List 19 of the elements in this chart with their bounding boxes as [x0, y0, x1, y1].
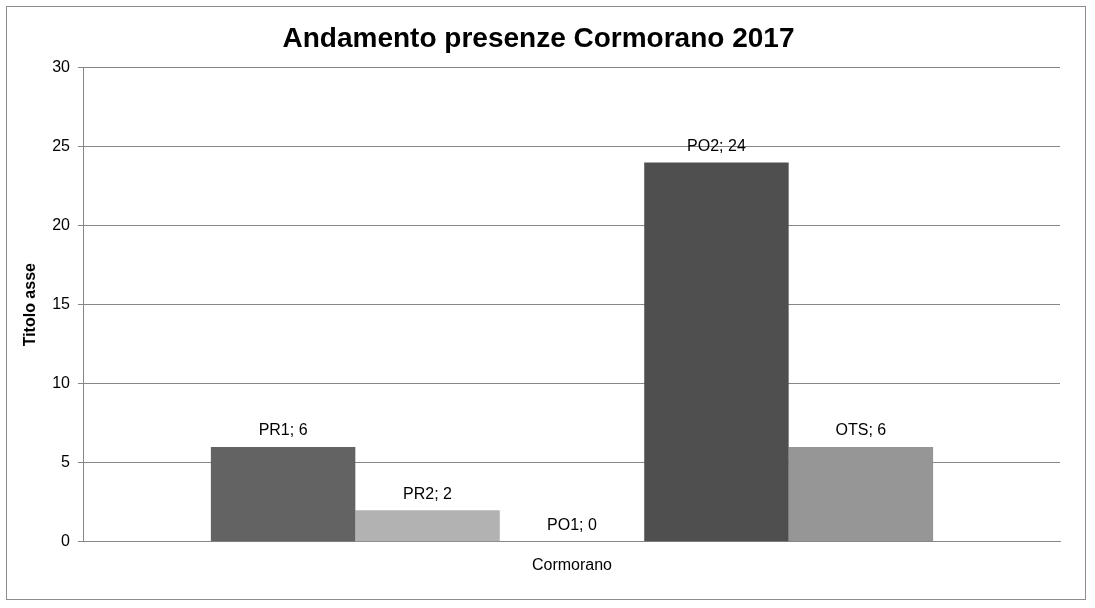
data-label: PR2; 2 [403, 484, 453, 502]
y-tick-label: 20 [52, 216, 71, 234]
chart-title: Andamento presenze Cormorano 2017 [282, 21, 795, 53]
bar [355, 510, 500, 542]
data-label: PO1; 0 [547, 516, 597, 534]
x-tick-label: Cormorano [531, 555, 613, 573]
y-tick-label: 15 [52, 295, 71, 313]
y-axis-title: Titolo asse [21, 262, 39, 347]
bar [210, 446, 356, 542]
y-tick-label: 0 [61, 532, 71, 550]
data-label: PO2; 24 [687, 136, 746, 154]
y-tick-label: 25 [52, 137, 71, 155]
bar [644, 162, 789, 542]
y-tick-label: 30 [52, 58, 71, 76]
y-tick-label: 5 [61, 453, 71, 471]
data-label: PR1; 6 [258, 421, 308, 439]
y-tick-label: 10 [52, 374, 71, 392]
bar [788, 446, 934, 542]
data-label: OTS; 6 [835, 421, 887, 439]
